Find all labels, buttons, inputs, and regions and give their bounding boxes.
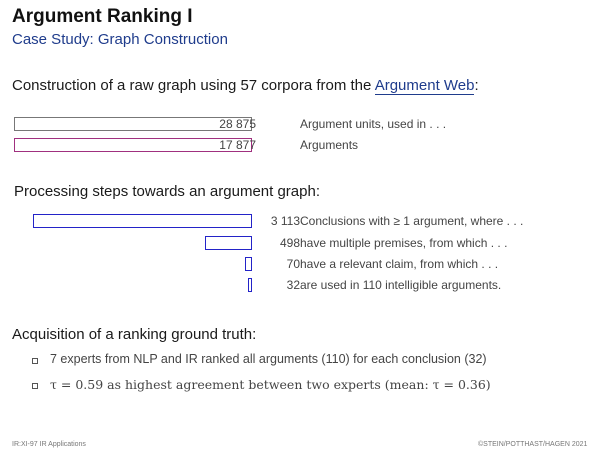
bullet-experts: 7 experts from NLP and IR ranked all arg… [50, 352, 487, 366]
page-title: Argument Ranking I [12, 6, 193, 27]
intro-prefix: Construction of a raw graph using 57 cor… [12, 77, 372, 94]
footer-left: IR:XI-97 IR Applications [12, 441, 86, 448]
bullet-square-icon [32, 383, 38, 389]
relevant-claim-count: 70 [286, 257, 300, 271]
intro-line: Construction of a raw graph using 57 cor… [12, 77, 479, 95]
acquisition-heading: Acquisition of a ranking ground truth: [12, 326, 257, 343]
page-subtitle: Case Study: Graph Construction [12, 31, 228, 48]
multiple-premises-count: 498 [279, 236, 300, 250]
relevant-claim-bar [245, 257, 252, 271]
processing-heading: Processing steps towards an argument gra… [14, 183, 320, 200]
relevant-claim-label: have a relevant claim, from which . . . [300, 257, 499, 271]
argument-units-label: Argument units, used in . . . [300, 117, 447, 131]
conclusions-bar [33, 214, 252, 228]
multiple-premises-label: have multiple premises, from which . . . [300, 236, 508, 250]
arguments-bar [14, 138, 252, 152]
argument-web-link[interactable]: Argument Web [374, 77, 475, 95]
conclusions-label: Conclusions with ≥ 1 argument, where . .… [300, 214, 524, 228]
argument-units-bar [14, 117, 252, 131]
argument-units-count: 28 875 [219, 117, 256, 131]
footer-right: ©STEIN/POTTHAST/HAGEN 2021 [478, 441, 588, 448]
intelligible-arguments-bar [248, 278, 252, 292]
intelligible-arguments-count: 32 [286, 278, 300, 292]
arguments-label: Arguments [300, 138, 359, 152]
multiple-premises-bar [205, 236, 252, 250]
intelligible-arguments-label: are used in 110 intelligible arguments. [300, 278, 502, 292]
conclusions-count: 3 113 [270, 214, 300, 228]
bullet-square-icon [32, 358, 38, 364]
arguments-count: 17 877 [219, 138, 256, 152]
intro-suffix: : [474, 77, 479, 94]
bullet-agreement: τ = 0.59 as highest agreement between tw… [50, 377, 491, 392]
